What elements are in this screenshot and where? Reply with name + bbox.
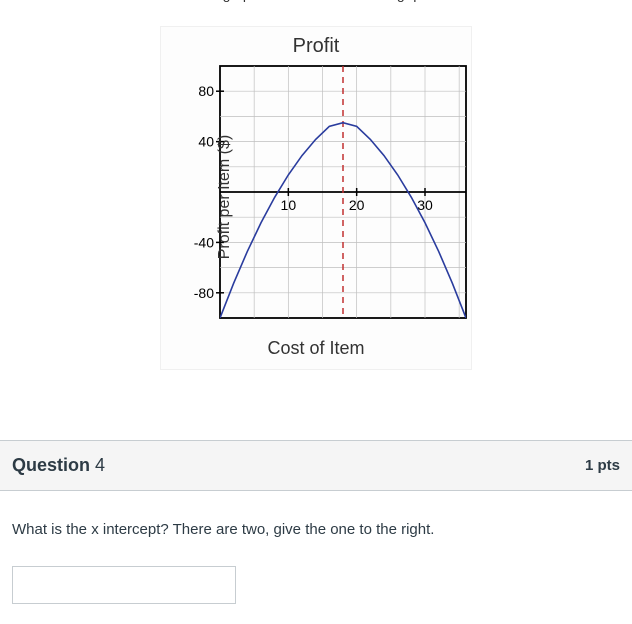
svg-text:30: 30 xyxy=(417,197,433,213)
question-text: What is the x intercept? There are two, … xyxy=(12,521,620,538)
svg-text:80: 80 xyxy=(198,83,214,99)
svg-text:20: 20 xyxy=(349,197,365,213)
question-body: What is the x intercept? There are two, … xyxy=(0,491,632,624)
question-header: Question 4 1 pts xyxy=(0,440,632,491)
svg-text:-40: -40 xyxy=(194,234,214,250)
chart-container: Profit Profit per Item ($) 10 20 30 -80 -40 4… xyxy=(0,6,632,400)
chart-title: Profit xyxy=(161,27,471,62)
instruction-text: Use the graph to answer the following qu… xyxy=(0,0,632,6)
svg-text:40: 40 xyxy=(198,134,214,150)
answer-input[interactable] xyxy=(12,566,236,604)
question-label: Question 4 xyxy=(12,455,105,476)
svg-text:10: 10 xyxy=(281,197,297,213)
question-points: 1 pts xyxy=(585,457,620,474)
svg-text:-80: -80 xyxy=(194,285,214,301)
chart-box: Profit Profit per Item ($) 10 20 30 -80 -40 4… xyxy=(160,26,472,370)
y-axis-label: Profit per Item ($) xyxy=(216,135,234,259)
x-axis-label: Cost of Item xyxy=(161,332,471,369)
